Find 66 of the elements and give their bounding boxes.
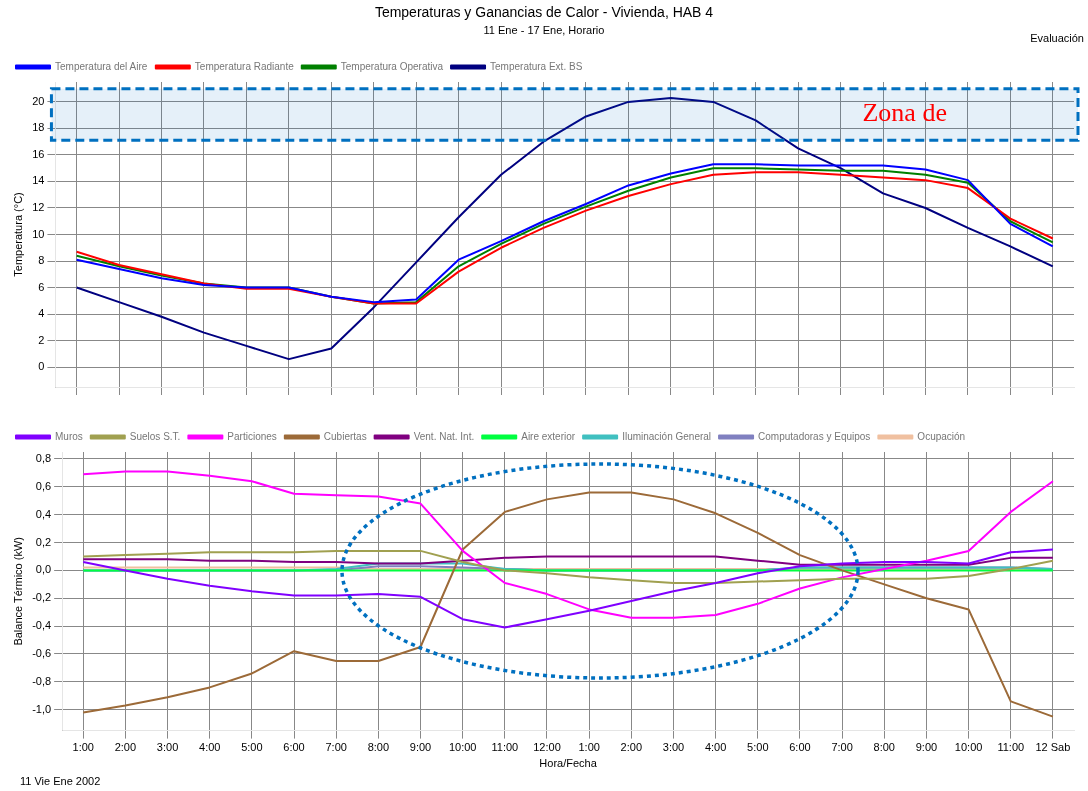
x-tick-label: 8:00 [873,741,895,754]
legend-label: Ocupación [917,430,966,442]
legend-label: Computadoras y Equipos [758,430,871,442]
y-tick-label: 14 [32,174,45,187]
y-tick-label: 0,2 [35,535,52,548]
x-tick-label: 11:00 [491,741,519,754]
x-tick-label: 8:00 [367,741,390,754]
y-tick-label: 10 [32,227,45,240]
y-tick-label: -1,0 [32,702,52,715]
legend-label: Temperatura Radiante [194,60,295,72]
legend-label: Cubiertas [323,430,367,442]
x-tick-label: 9:00 [915,741,938,754]
y-tick-label: 16 [32,147,45,160]
y-tick-label: -0,4 [32,619,52,632]
y-tick-label: 0,8 [35,452,52,464]
y-tick-label: -0,8 [32,674,52,687]
x-tick-label: 4:00 [704,741,727,754]
y-tick-label: 0,6 [35,479,52,492]
legend-label: Suelos S.T. [129,430,181,442]
legend-label: Temperatura del Aire [55,60,148,72]
text: 11 Vie Ene 2002 [20,775,101,787]
legend-label: Temperatura Operativa [340,60,444,72]
x-tick-label: 11:00 [997,741,1025,754]
y-tick-label: 2 [38,333,45,346]
y-tick-label: 0,0 [35,563,52,576]
y-tick-label: 20 [32,94,45,107]
y-axis-title: Temperatura (°C) [11,192,24,277]
y-tick-label: 4 [38,307,45,320]
legend-label: Iluminación General [622,430,712,442]
legend-label: Vent. Nat. Int. [413,430,475,442]
x-tick-label: 7:00 [325,741,347,754]
legend-label: Particiones [227,430,277,442]
x-tick-label: 2:00 [620,741,643,754]
x-tick-label: 3:00 [156,741,179,754]
x-tick-label: 4:00 [199,741,221,754]
y-tick-label: 6 [38,280,45,293]
x-tick-label: 7:00 [831,741,853,754]
x-tick-label: 5:00 [747,741,769,754]
y-tick-label: 0,4 [35,507,52,520]
x-tick-label: 1:00 [578,741,600,754]
y-tick-label: 18 [32,121,45,134]
band-label: Zona de [862,98,947,128]
x-tick-label: 5:00 [241,741,263,754]
x-tick-label: 3:00 [662,741,685,754]
x-tick-label: 12 Sab [1035,741,1071,754]
x-tick-label: 6:00 [283,741,305,754]
y-axis-title: Balance Térmico (kW) [11,537,24,646]
y-tick-label: 12 [32,201,45,214]
x-tick-label: 12:00 [533,741,561,754]
chart-subtitle: 11 Ene - 17 Ene, Horario [483,24,605,36]
x-tick-label: 1:00 [72,741,94,754]
y-tick-label: -0,2 [32,591,52,604]
legend-label: Muros [55,430,83,442]
legend-label: Temperatura Ext. BS [490,60,583,72]
x-tick-label: 10:00 [954,741,983,754]
y-tick-label: 8 [38,254,45,267]
legend-label: Aire exterior [521,430,576,442]
x-tick-label: 6:00 [789,741,811,754]
x-tick-label: 10:00 [448,741,477,754]
y-tick-label: -0,6 [32,647,52,660]
x-tick-label: 9:00 [409,741,432,754]
y-tick-label: 0 [38,360,45,373]
x-tick-label: 2:00 [114,741,137,754]
text: Evaluación [1030,32,1084,44]
chart-title: Temperaturas y Ganancias de Calor - Vivienda, HAB 4 [373,4,715,20]
x-axis-title: Hora/Fecha [539,757,598,770]
